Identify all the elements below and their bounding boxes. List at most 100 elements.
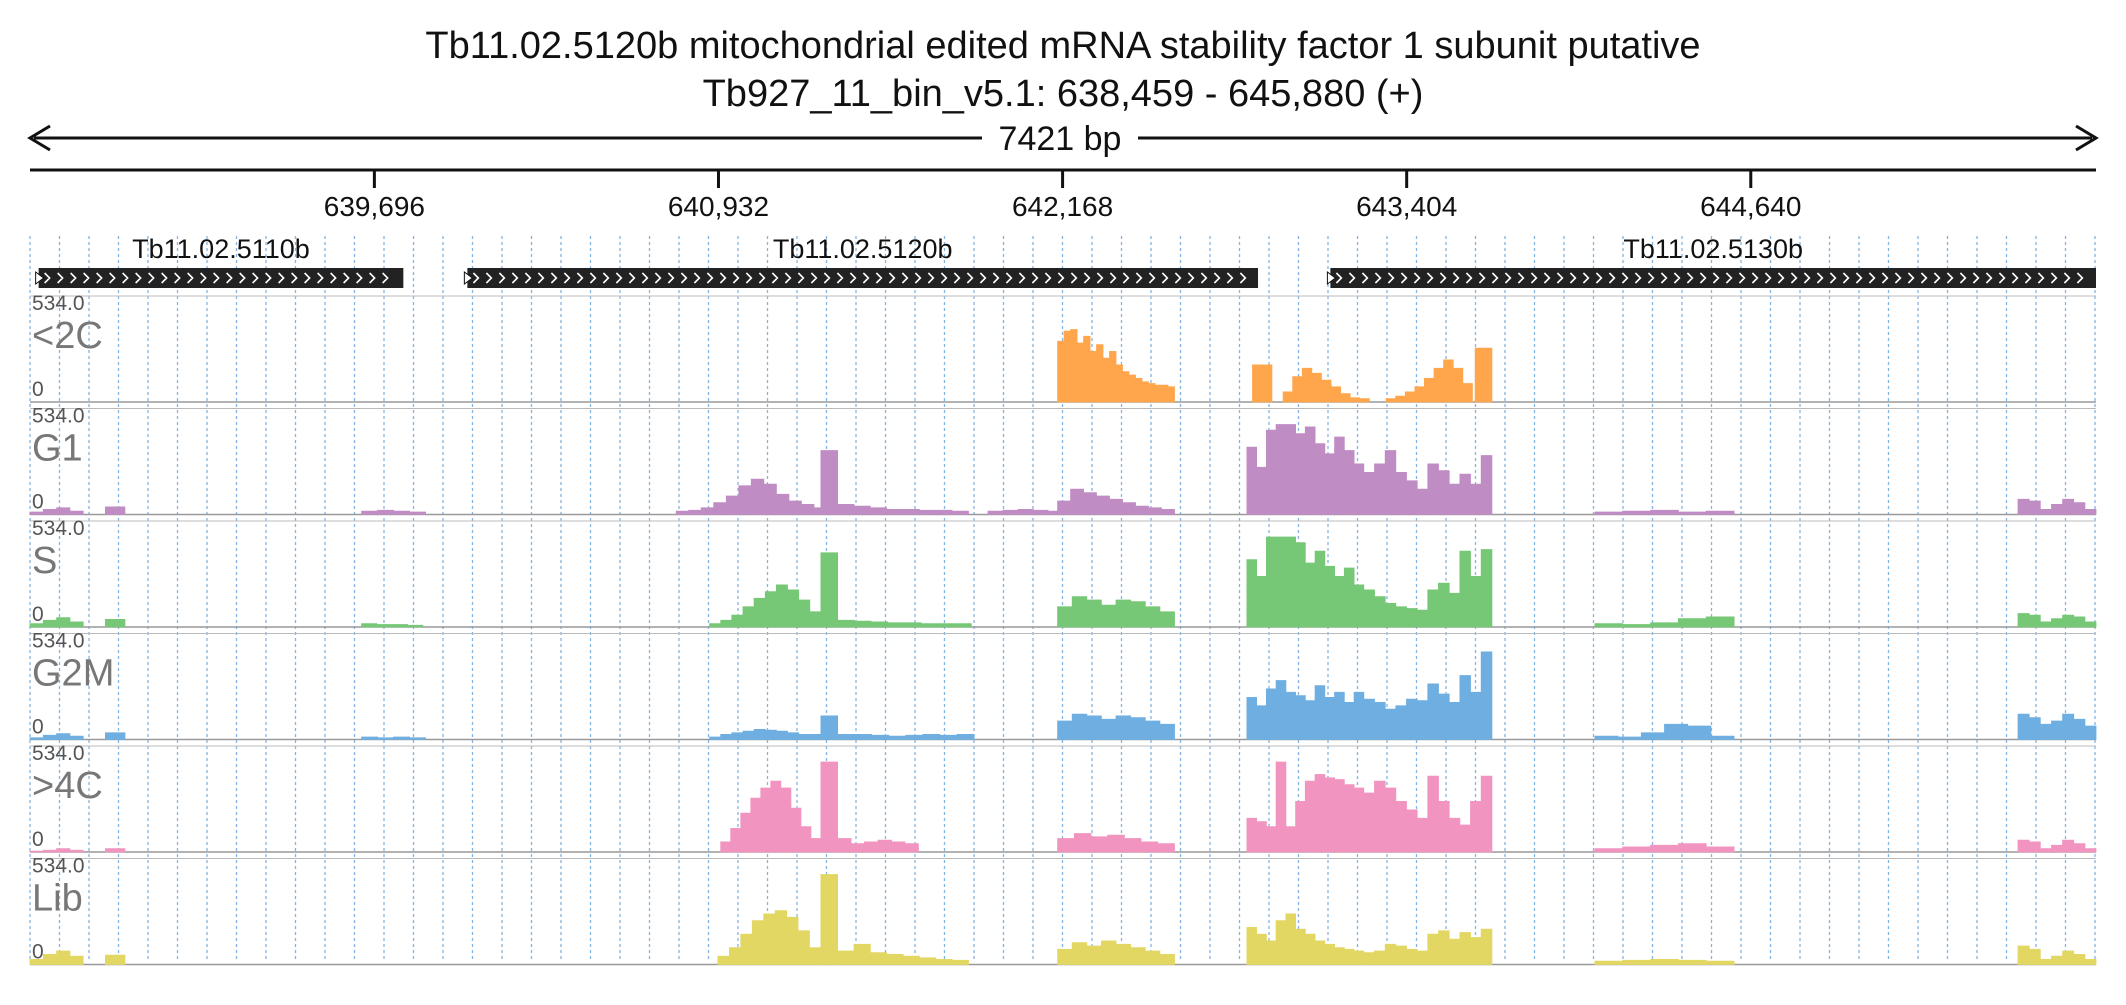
gene-label: Tb11.02.5120b (773, 234, 953, 264)
coverage-bars (1385, 359, 1473, 403)
x-tick-label: 643,404 (1356, 191, 1457, 222)
coverage-bars (820, 552, 838, 628)
coverage-bars (1594, 959, 1735, 965)
coverage-bars (1594, 843, 1735, 853)
track-name-label: G1 (32, 428, 83, 470)
gene-bar[interactable] (1330, 268, 2096, 288)
coverage-bars (837, 504, 969, 515)
coverage-bars (837, 943, 969, 965)
coverage-bars (675, 478, 827, 515)
track-ymax-label: 534.0 (32, 630, 85, 653)
track-ymin-label: 0 (32, 378, 44, 401)
chart-title: Tb11.02.5120b mitochondrial edited mRNA … (425, 25, 1700, 67)
coverage-bars (1594, 723, 1735, 740)
track-name-label: G2M (32, 653, 114, 695)
coverage-bars (720, 780, 822, 853)
coverage-bars (837, 619, 972, 628)
span-ruler: 7421 bp (27, 120, 2099, 158)
coverage-bars (105, 848, 126, 853)
track-lib: 534.0 0 Lib (29, 855, 2097, 966)
coverage-bars (361, 509, 426, 515)
coverage-bars (820, 761, 838, 853)
coverage-bars (2017, 945, 2097, 965)
strand-arrows-icon (44, 272, 389, 284)
track-g2m: 534.0 0 G2M (29, 630, 2097, 741)
coverage-bars (709, 584, 822, 628)
coverage-bars (105, 619, 126, 628)
track-name-label: Lib (32, 878, 83, 920)
track-gt4c: 534.0 0 >4C (29, 742, 2097, 853)
coverage-bars (837, 734, 975, 740)
coverage-bars (820, 874, 838, 965)
span-arrow-left-icon (27, 124, 51, 152)
coverage-bars (2017, 713, 2097, 740)
track-s: 534.0 0 S (29, 517, 2097, 628)
coverage-bars (1594, 616, 1735, 628)
coverage-bars (105, 732, 126, 740)
track-ymax-label: 534.0 (32, 292, 85, 315)
strand-arrows-icon (1335, 272, 2084, 284)
coverage-bars (1363, 928, 1493, 965)
coverage-bars (1246, 424, 1365, 515)
gene-start-marker-icon (1326, 271, 1337, 285)
x-tick-label: 642,168 (1012, 191, 1113, 222)
coverage-bars (361, 736, 426, 740)
track-ymin-label: 0 (32, 941, 44, 964)
track-ymin-label: 0 (32, 716, 44, 739)
gene-model[interactable]: Tb11.02.5120b (463, 234, 1259, 288)
coverage-bars (1246, 761, 1365, 853)
coverage-bars (2017, 839, 2097, 853)
strand-arrows-icon (472, 272, 1247, 284)
coverage-bars (29, 733, 84, 740)
gene-label: Tb11.02.5130b (1623, 234, 1803, 264)
track-ymax-label: 534.0 (32, 405, 85, 428)
coverage-bars (1363, 450, 1493, 515)
gene-label: Tb11.02.5110b (132, 234, 310, 264)
track-lt2c: 534.0 0 <2C (30, 292, 2096, 403)
coverage-bars (2017, 613, 2097, 628)
track-ymin-label: 0 (32, 603, 44, 626)
gene-track: Tb11.02.5110b Tb11.02.5120b Tb11.02.5130b (35, 234, 2096, 288)
gene-bar[interactable] (38, 268, 404, 288)
coverage-bars (820, 715, 838, 740)
span-arrow-right-icon (2075, 124, 2099, 152)
coverage-bars (1282, 367, 1370, 403)
gene-bar[interactable] (467, 268, 1259, 288)
gene-model[interactable]: Tb11.02.5130b (1326, 234, 2096, 288)
coverage-bars (1057, 940, 1175, 965)
x-tick-label: 639,696 (324, 191, 425, 222)
span-length-label: 7421 bp (999, 120, 1122, 158)
coverage-tracks: 534.00<2C534.00G1534.00S534.00G2M534.00>… (29, 292, 2097, 966)
guide-lines (29, 236, 2096, 962)
coverage-bars (361, 623, 424, 628)
gene-start-marker-icon (463, 271, 474, 285)
track-name-label: >4C (32, 765, 103, 807)
coverage-bars (1474, 347, 1493, 403)
track-ymax-label: 534.0 (32, 855, 85, 878)
coverage-bars (2017, 498, 2097, 515)
coverage-bars (717, 910, 822, 965)
track-name-label: S (32, 540, 57, 582)
coverage-bars (987, 509, 1064, 515)
coverage-bars (837, 838, 919, 853)
track-name-label: <2C (32, 315, 103, 357)
coverage-bars (1057, 329, 1175, 403)
coverage-bars (1057, 488, 1175, 515)
coverage-bars (1252, 364, 1273, 403)
coverage-bars (1246, 536, 1365, 628)
track-ymin-label: 0 (32, 491, 44, 514)
x-tick-label: 640,932 (668, 191, 769, 222)
coverage-bars (709, 729, 822, 740)
coverage-bars (105, 506, 126, 515)
coverage-bars (29, 507, 84, 515)
gene-model[interactable]: Tb11.02.5110b (35, 234, 404, 288)
coverage-bars (1363, 651, 1493, 740)
coverage-bars (1057, 596, 1175, 628)
coverage-bars (1363, 549, 1493, 628)
gene-start-marker-icon (35, 271, 45, 285)
coverage-bars (820, 450, 838, 515)
coverage-bars (105, 954, 126, 965)
coverage-bars (1363, 775, 1493, 853)
track-ymax-label: 534.0 (32, 517, 85, 540)
